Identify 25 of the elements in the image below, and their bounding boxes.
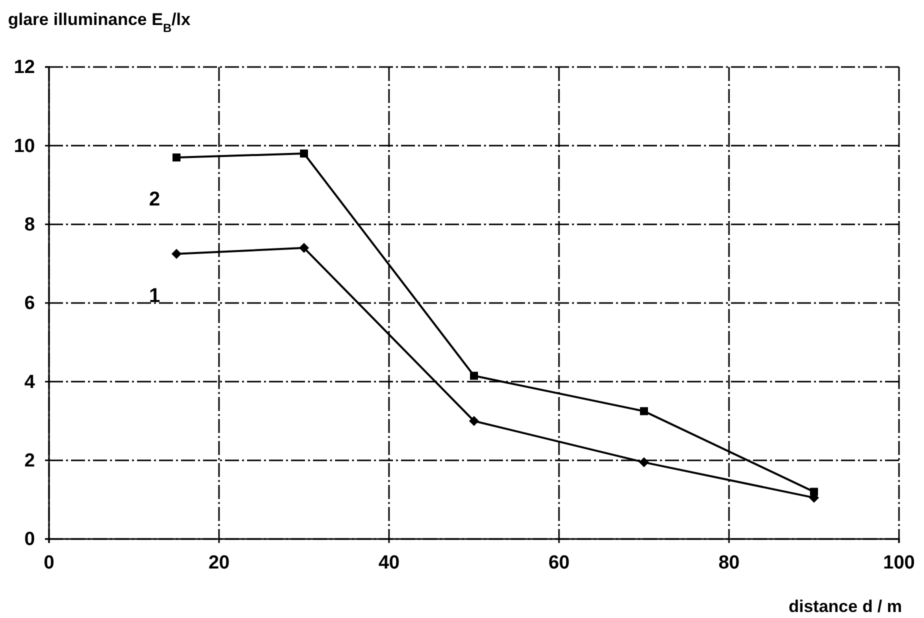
y-tick-label: 4 <box>24 372 36 393</box>
y-tick-label: 8 <box>24 214 35 236</box>
x-tick-label: 20 <box>208 552 230 574</box>
point <box>640 407 648 416</box>
x-tick-label: 60 <box>548 552 570 574</box>
point <box>300 150 308 158</box>
point <box>172 153 180 162</box>
point <box>469 416 479 426</box>
x-tick-label: 0 <box>44 552 54 574</box>
point <box>470 372 478 380</box>
y-tick-label: 12 <box>14 57 35 78</box>
series-label: 2 <box>148 188 160 210</box>
y-tick-label: 10 <box>14 136 35 157</box>
y-axis-title: glare illuminance E$_{B}$/lx <box>8 10 191 35</box>
x-axis-title: distance d / m <box>788 597 902 616</box>
x-tick-label: 100 <box>883 552 915 574</box>
point <box>172 248 182 259</box>
x-tick-label: 40 <box>378 552 400 574</box>
y-tick-label: 2 <box>24 450 35 472</box>
x-tick-label: 80 <box>718 552 740 574</box>
series-label: 1 <box>148 284 160 307</box>
point <box>299 242 309 253</box>
point <box>639 457 649 468</box>
y-tick-label: 6 <box>24 293 35 314</box>
y-tick-label: 0 <box>24 529 35 550</box>
